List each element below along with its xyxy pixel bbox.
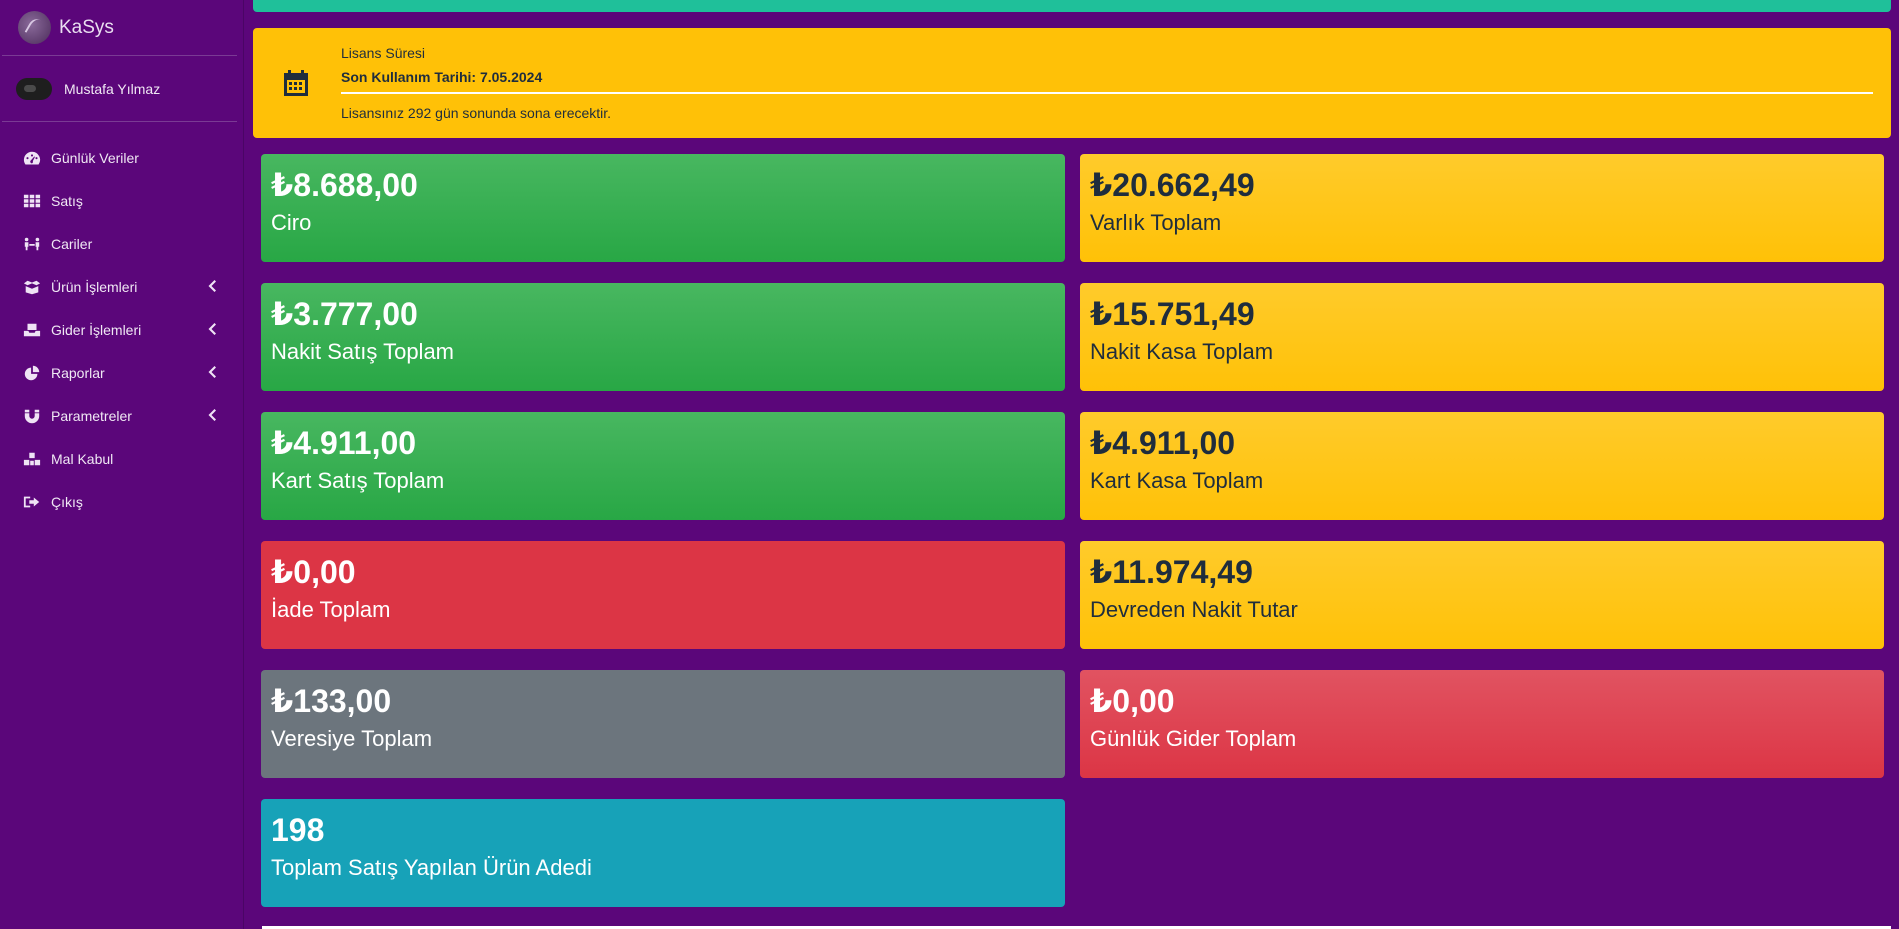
- sidebar-item-satis[interactable]: Satış: [0, 179, 243, 222]
- stat-value: ₺8.688,00: [271, 167, 418, 203]
- license-message: Lisansınız 292 gün sonunda sona erecekti…: [341, 105, 612, 121]
- license-title: Lisans Süresi: [341, 45, 426, 61]
- stat-label: Kart Kasa Toplam: [1090, 468, 1264, 493]
- box-open-icon: [22, 278, 42, 296]
- sidebar-item-parametreler[interactable]: Parametreler: [0, 394, 243, 437]
- top-alert-bar: [253, 0, 1891, 12]
- calendar-icon: [281, 68, 311, 98]
- stat-label: İade Toplam: [271, 597, 391, 622]
- stat-value: ₺11.974,49: [1090, 554, 1253, 590]
- chevron-left-icon[interactable]: [205, 365, 219, 379]
- sign-out-icon: [22, 493, 42, 511]
- user-name[interactable]: Mustafa Yılmaz: [64, 80, 161, 97]
- grid-icon: [22, 192, 42, 210]
- brand-name: KaSys: [59, 16, 114, 38]
- license-callout: Lisans Süresi Son Kullanım Tarihi: 7.05.…: [253, 28, 1891, 138]
- sidebar-item-label: Gider İşlemleri: [51, 321, 142, 338]
- pie-chart-icon: [22, 364, 42, 382]
- stat-label: Devreden Nakit Tutar: [1090, 597, 1298, 622]
- sidebar-item-label: Raporlar: [51, 364, 105, 381]
- stat-card-gunluk-gider[interactable]: ₺0,00 Günlük Gider Toplam: [1080, 670, 1884, 778]
- sidebar-item-cariler[interactable]: Cariler: [0, 222, 243, 265]
- stat-value: ₺15.751,49: [1090, 296, 1255, 332]
- license-expiry-date: Son Kullanım Tarihi: 7.05.2024: [341, 69, 543, 85]
- stat-card-urun-adedi[interactable]: 198 Toplam Satış Yapılan Ürün Adedi: [261, 799, 1065, 907]
- sidebar-item-label: Cariler: [51, 235, 93, 252]
- sidebar-item-gider-islemleri[interactable]: Gider İşlemleri: [0, 308, 243, 351]
- stat-card-nakit-satis[interactable]: ₺3.777,00 Nakit Satış Toplam: [261, 283, 1065, 391]
- avatar: [16, 77, 52, 100]
- stat-card-varlik-toplam[interactable]: ₺20.662,49 Varlık Toplam: [1080, 154, 1884, 262]
- stat-value: ₺3.777,00: [271, 296, 418, 332]
- chevron-left-icon[interactable]: [205, 279, 219, 293]
- stat-value: ₺4.911,00: [1090, 425, 1236, 461]
- chevron-left-icon[interactable]: [205, 322, 219, 336]
- stat-label: Varlık Toplam: [1090, 210, 1222, 235]
- stat-label: Nakit Kasa Toplam: [1090, 339, 1274, 364]
- brand[interactable]: KaSys: [2, 0, 237, 56]
- stat-value: ₺133,00: [271, 683, 392, 719]
- stat-value: ₺4.911,00: [271, 425, 417, 461]
- sidebar-item-label: Ürün İşlemleri: [51, 278, 138, 295]
- footer-divider: [262, 926, 1891, 929]
- sidebar-item-cikis[interactable]: Çıkış: [0, 480, 243, 523]
- sidebar: KaSys Mustafa Yılmaz Günlük Veriler Satı…: [0, 0, 244, 929]
- sidebar-nav: Günlük Veriler Satış Cariler Ürün İşleml…: [0, 122, 243, 523]
- cubes-icon: [22, 450, 42, 468]
- divider: [341, 92, 1873, 94]
- stat-label: Kart Satış Toplam: [271, 468, 445, 493]
- sidebar-item-urun-islemleri[interactable]: Ürün İşlemleri: [0, 265, 243, 308]
- stat-value: ₺0,00: [271, 554, 356, 590]
- stat-value: ₺20.662,49: [1090, 167, 1255, 203]
- stat-card-iade[interactable]: ₺0,00 İade Toplam: [261, 541, 1065, 649]
- people-icon: [22, 235, 42, 253]
- brand-logo-icon: [18, 11, 51, 44]
- sidebar-item-label: Mal Kabul: [51, 450, 114, 467]
- sidebar-item-label: Günlük Veriler: [51, 149, 139, 166]
- dashboard-icon: [22, 149, 42, 167]
- stat-label: Veresiye Toplam: [271, 726, 433, 751]
- main-content: Lisans Süresi Son Kullanım Tarihi: 7.05.…: [253, 0, 1893, 929]
- sidebar-item-mal-kabul[interactable]: Mal Kabul: [0, 437, 243, 480]
- stat-label: Ciro: [271, 210, 312, 235]
- stat-card-ciro[interactable]: ₺8.688,00 Ciro: [261, 154, 1065, 262]
- stat-card-veresiye[interactable]: ₺133,00 Veresiye Toplam: [261, 670, 1065, 778]
- sidebar-item-label: Parametreler: [51, 407, 132, 424]
- stat-label: Nakit Satış Toplam: [271, 339, 455, 364]
- inbox-icon: [22, 321, 42, 339]
- stat-label: Toplam Satış Yapılan Ürün Adedi: [271, 855, 592, 880]
- magnet-icon: [22, 407, 42, 425]
- sidebar-item-raporlar[interactable]: Raporlar: [0, 351, 243, 394]
- stat-value: ₺0,00: [1090, 683, 1175, 719]
- sidebar-item-label: Satış: [51, 192, 83, 209]
- stat-card-kart-kasa[interactable]: ₺4.911,00 Kart Kasa Toplam: [1080, 412, 1884, 520]
- stat-card-nakit-kasa[interactable]: ₺15.751,49 Nakit Kasa Toplam: [1080, 283, 1884, 391]
- sidebar-item-gunluk-veriler[interactable]: Günlük Veriler: [0, 136, 243, 179]
- stat-card-kart-satis[interactable]: ₺4.911,00 Kart Satış Toplam: [261, 412, 1065, 520]
- stat-value: 198: [271, 812, 325, 848]
- chevron-left-icon[interactable]: [205, 408, 219, 422]
- user-panel[interactable]: Mustafa Yılmaz: [2, 56, 237, 122]
- stat-label: Günlük Gider Toplam: [1090, 726, 1297, 751]
- sidebar-item-label: Çıkış: [51, 493, 83, 510]
- stat-card-devreden-nakit[interactable]: ₺11.974,49 Devreden Nakit Tutar: [1080, 541, 1884, 649]
